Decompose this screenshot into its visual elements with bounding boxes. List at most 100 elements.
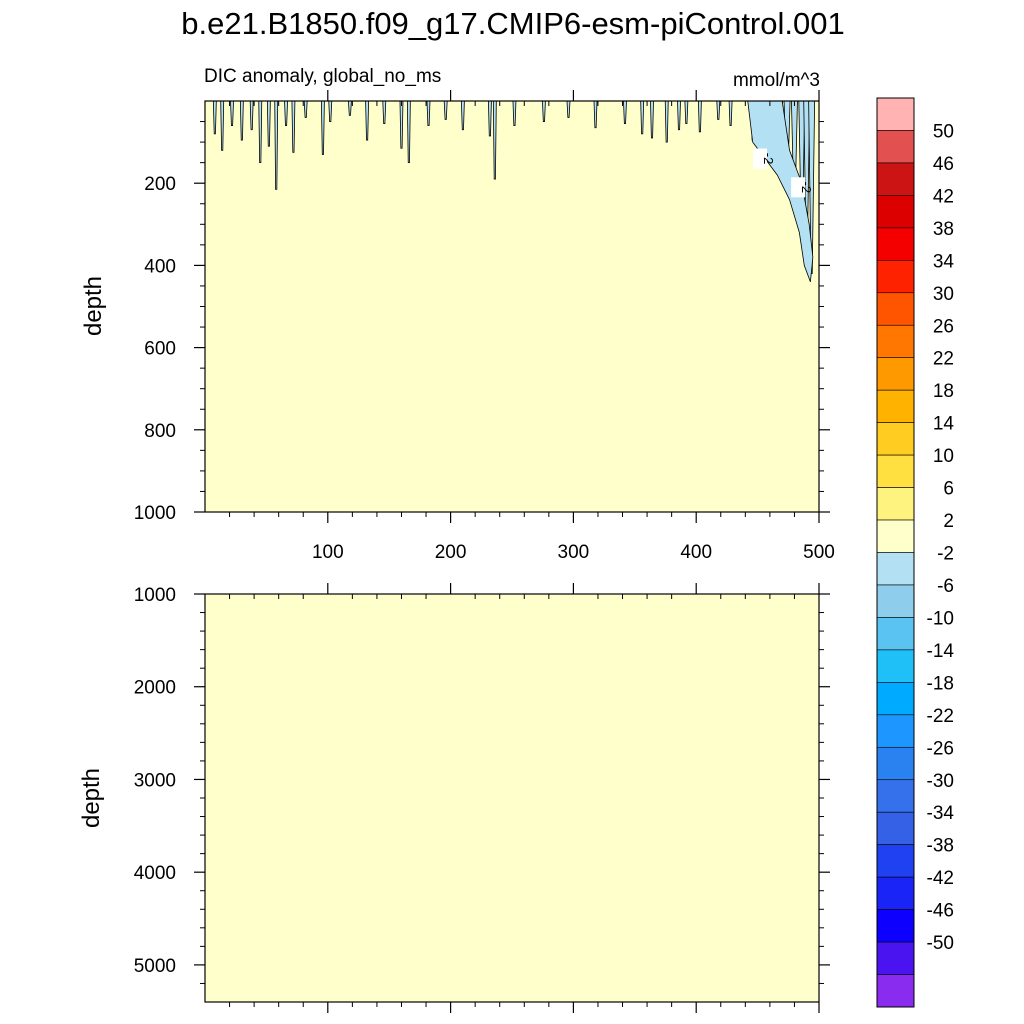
anomaly-contour	[566, 100, 571, 118]
colorbar-label: 38	[933, 219, 954, 240]
anomaly-contour	[487, 100, 492, 137]
lower-y-tick-labels: 1000 2000 3000 4000 5000	[134, 585, 176, 977]
colorbar-swatch	[876, 324, 915, 359]
colorbar-label: 14	[933, 414, 955, 435]
colorbar-label: -38	[927, 836, 954, 857]
anomaly-contour	[542, 100, 546, 122]
colorbar-swatch	[876, 876, 915, 910]
anomaly-contour	[365, 100, 370, 141]
upper-axis-ticks	[194, 90, 830, 523]
lower-axis-ticks	[194, 583, 830, 1013]
anomaly-contour	[303, 100, 308, 118]
colorbar-swatch	[876, 454, 915, 488]
anomaly-contour	[593, 100, 598, 129]
anomaly-contour	[220, 100, 225, 151]
colorbar-label: 26	[933, 316, 954, 337]
colorbar-label: 18	[933, 381, 954, 402]
colorbar-swatch	[876, 844, 915, 878]
colorbar-swatch	[876, 389, 915, 423]
y-tick-label: 400	[144, 256, 176, 277]
colorbar-label: 10	[933, 446, 954, 467]
colorbar-label: -50	[927, 933, 954, 954]
anomaly-contour	[347, 100, 352, 116]
colorbar-swatch	[876, 584, 915, 618]
colorbar-swatch	[876, 552, 915, 586]
colorbar-swatch	[876, 941, 915, 975]
anomaly-contour	[382, 100, 387, 125]
chart-title: b.e21.B1850.f09_g17.CMIP6-esm-piControl.…	[181, 6, 844, 41]
colorbar-swatch	[876, 162, 915, 196]
anomaly-contour	[274, 100, 279, 190]
colorbar-swatch	[876, 746, 915, 781]
anomaly-contour	[399, 100, 404, 149]
contour-label: -2	[761, 153, 776, 165]
x-tick-label: 300	[558, 542, 590, 563]
upper-y-tick-labels: 200 400 600 800 1000	[134, 174, 176, 524]
colorbar-swatch	[876, 97, 915, 131]
y-tick-label: 4000	[134, 863, 176, 884]
colorbar-label: -18	[927, 673, 954, 694]
colorbar-label: -42	[927, 868, 954, 889]
anomaly-contour	[492, 100, 497, 180]
colorbar-label: 50	[933, 121, 954, 142]
colorbar-swatch	[876, 519, 915, 553]
colorbar-label: 42	[933, 186, 954, 207]
anomaly-contour	[650, 100, 654, 139]
colorbar-label: 6	[943, 479, 954, 500]
colorbar-label: 46	[933, 154, 954, 175]
colorbar-swatch	[876, 357, 915, 391]
anomaly-contour	[320, 100, 325, 155]
y-tick-label: 2000	[134, 678, 176, 699]
colorbar-label: 30	[933, 284, 954, 305]
upper-y-axis-label: depth	[80, 276, 107, 336]
lower-plot-background	[205, 594, 819, 1002]
colorbar-label: -34	[927, 803, 955, 824]
upper-contour-labels: -2 -2	[753, 148, 814, 198]
colorbar-swatch	[876, 227, 915, 261]
anomaly-contour	[684, 100, 689, 125]
colorbar: 50 46 42 38 34 30 26 22 18 14 10 6 2 -2 -6 -10 -14 -18 -22…	[876, 97, 955, 1008]
y-tick-label: 3000	[134, 770, 176, 791]
lower-panel: 1000 2000 3000 4000 5000 depth	[78, 583, 830, 1013]
anomaly-contour	[697, 100, 702, 133]
x-tick-label: 400	[680, 542, 712, 563]
anomaly-contour	[443, 100, 448, 120]
anomaly-contour	[212, 100, 217, 135]
colorbar-swatch	[876, 714, 915, 748]
anomaly-contour	[623, 100, 627, 125]
colorbar-swatch	[876, 422, 915, 456]
lower-y-axis-label: depth	[78, 768, 105, 828]
y-tick-label: 1000	[134, 585, 176, 606]
colorbar-label: -14	[927, 641, 955, 662]
anomaly-contour	[426, 100, 431, 127]
y-tick-label: 200	[144, 174, 176, 195]
colorbar-label: -2	[937, 544, 954, 565]
colorbar-swatch	[876, 779, 915, 813]
x-tick-label: 500	[803, 542, 835, 563]
colorbar-swatch	[876, 195, 915, 229]
upper-panel: DIC anomaly, global_no_ms mmol/m^3 -2-2 …	[80, 66, 835, 563]
anomaly-contour	[677, 100, 681, 131]
colorbar-label: -26	[927, 738, 954, 759]
y-tick-label: 600	[144, 339, 176, 360]
colorbar-label: -30	[927, 771, 954, 792]
x-tick-label: 200	[435, 542, 467, 563]
anomaly-contour	[406, 100, 411, 164]
anomaly-contour	[664, 100, 669, 143]
contour-label: -2	[799, 182, 814, 194]
colorbar-swatch	[876, 487, 915, 521]
colorbar-frame	[876, 97, 915, 1008]
colorbar-swatch	[876, 130, 915, 164]
colorbar-label: -6	[937, 576, 954, 597]
contour-label-box	[753, 148, 768, 169]
x-tick-label: 100	[312, 542, 344, 563]
colorbar-swatch	[876, 682, 915, 716]
upper-x-tick-labels: 100 200 300 400 500	[312, 542, 835, 563]
contour-label-box	[791, 177, 806, 198]
anomaly-contour	[291, 100, 296, 153]
colorbar-swatch	[876, 617, 915, 651]
colorbar-label: 22	[933, 349, 954, 370]
colorbar-swatch	[876, 909, 915, 943]
y-tick-label: 1000	[134, 503, 176, 524]
